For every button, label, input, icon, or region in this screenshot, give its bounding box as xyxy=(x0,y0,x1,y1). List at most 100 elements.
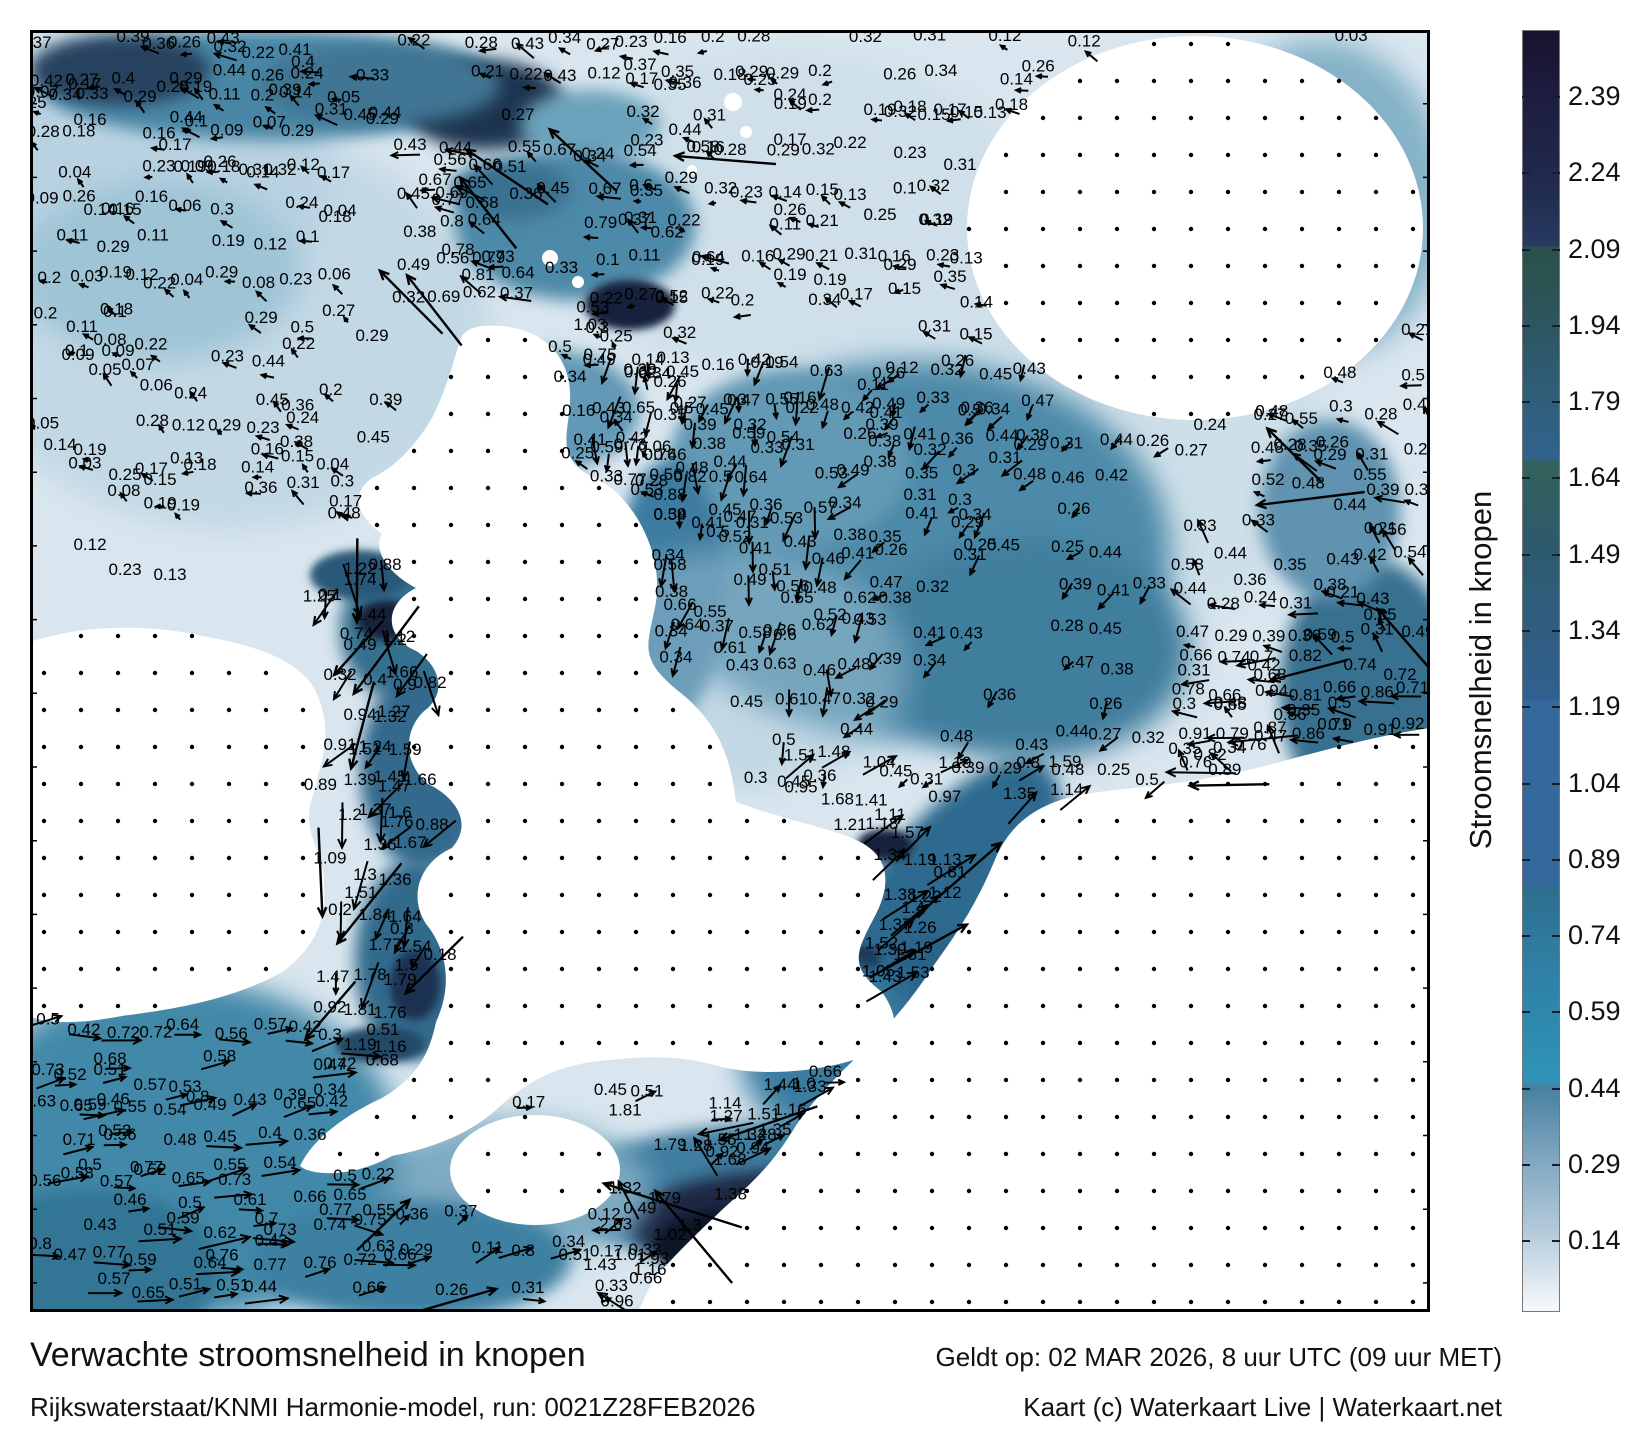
grid-dot xyxy=(1410,744,1416,750)
grid-dot xyxy=(1262,115,1268,121)
grid-dot xyxy=(485,818,491,824)
grid-dot xyxy=(1225,1114,1231,1120)
current-value-label: 0.42 xyxy=(1353,545,1386,564)
grid-dot xyxy=(1151,152,1157,158)
current-value-label: 0.38 xyxy=(833,525,866,544)
current-arrow xyxy=(1018,479,1034,492)
grid-dot xyxy=(448,892,454,898)
grid-dot xyxy=(1410,189,1416,195)
current-arrow xyxy=(342,563,363,619)
current-arrow xyxy=(1392,730,1420,739)
current-value-label: 0.75 xyxy=(583,345,616,364)
current-value-label: 0.25 xyxy=(863,205,896,224)
current-value-label: 0.36 xyxy=(763,621,796,640)
current-value-label: 0.07 xyxy=(30,82,59,101)
current-value-label: 0.44 xyxy=(713,452,746,471)
grid-dot xyxy=(226,818,232,824)
current-value-label: 0.52 xyxy=(813,605,846,624)
current-value-label: 0.29 xyxy=(772,245,805,264)
current-arrow xyxy=(820,410,829,430)
grid-dot xyxy=(337,1151,343,1157)
grid-dot xyxy=(522,781,528,787)
current-arrow xyxy=(1205,733,1245,743)
current-arrow xyxy=(802,535,811,571)
grid-dot xyxy=(1373,1003,1379,1009)
current-arrow xyxy=(298,237,313,245)
current-value-label: 0.53 xyxy=(1171,555,1204,574)
grid-dot xyxy=(633,855,639,861)
current-arrow xyxy=(957,109,970,120)
grid-dot xyxy=(1262,374,1268,380)
current-arrow xyxy=(473,163,494,186)
grid-dot xyxy=(41,855,47,861)
current-value-label: 0.26 xyxy=(941,351,974,370)
current-value-label: 0.36 xyxy=(1288,626,1321,645)
colorbar-tick-mark xyxy=(1522,1011,1530,1014)
current-value-label: 0.45 xyxy=(979,365,1012,384)
current-value-label: 0.33 xyxy=(356,65,389,84)
current-value-label: 0.68 xyxy=(465,193,498,212)
grid-dot xyxy=(559,1040,565,1046)
grid-dot xyxy=(781,1188,787,1194)
grid-dot xyxy=(892,1225,898,1231)
current-arrow xyxy=(703,117,713,129)
current-value-label: 0.29 xyxy=(767,140,800,159)
current-value-label: 1.51 xyxy=(747,1104,780,1123)
current-value-label: 0.04 xyxy=(58,162,91,181)
current-arrow xyxy=(139,45,160,55)
current-arrow xyxy=(753,361,765,387)
current-arrow xyxy=(591,1226,621,1235)
current-arrow xyxy=(641,450,649,460)
current-arrow xyxy=(749,1138,764,1151)
current-value-label: 1.14 xyxy=(708,1093,741,1112)
current-value-label: 1.68 xyxy=(821,790,854,809)
grid-dot xyxy=(744,1188,750,1194)
current-arrow xyxy=(307,80,320,88)
current-arrow xyxy=(261,124,274,131)
current-value-label: 0.55 xyxy=(508,137,541,156)
current-arrow xyxy=(642,374,649,391)
current-value-label: 0.31 xyxy=(511,1278,544,1297)
current-value-label: 0.18 xyxy=(423,945,456,964)
current-arrow xyxy=(574,459,588,470)
colorbar-tick: 1.19 xyxy=(1568,691,1621,722)
current-arrow xyxy=(110,1128,135,1137)
grid-dot xyxy=(818,1040,824,1046)
current-arrow xyxy=(430,195,461,206)
current-value-label: 0.58 xyxy=(653,555,686,574)
current-value-label: 0.56 xyxy=(436,249,469,268)
colorbar-tick-mark xyxy=(1552,858,1560,861)
grid-dot xyxy=(1114,1040,1120,1046)
grid-dot xyxy=(707,818,713,824)
current-value-label: 0.32 xyxy=(917,176,950,195)
current-value-label: 0.04 xyxy=(170,270,203,289)
grid-dot xyxy=(1225,1040,1231,1046)
current-value-label: 0.61 xyxy=(233,1190,266,1209)
current-arrow xyxy=(890,403,897,418)
current-value-label: 1.04 xyxy=(863,752,896,771)
current-value-label: 0.22 xyxy=(590,289,623,308)
current-value-label: 0.22 xyxy=(282,334,315,353)
current-value-label: 0.22 xyxy=(701,283,734,302)
current-arrow xyxy=(600,1297,613,1304)
current-arrow xyxy=(308,1108,339,1117)
grid-dot xyxy=(1003,189,1009,195)
current-value-label: 0.12 xyxy=(988,30,1021,45)
grid-dot xyxy=(1003,263,1009,269)
current-value-label: 0.75 xyxy=(353,1210,386,1229)
grid-dot xyxy=(929,1003,935,1009)
current-value-label: 0.29 xyxy=(1313,445,1346,464)
current-value-label: 0.03 xyxy=(1335,30,1368,45)
grid-dot xyxy=(929,1151,935,1157)
grid-dot xyxy=(1188,374,1194,380)
current-value-label: 0.19 xyxy=(167,496,200,515)
grid-dot xyxy=(448,744,454,750)
current-value-label: 0.06 xyxy=(318,265,351,284)
colorbar-tick-mark xyxy=(1522,782,1530,785)
current-arrow xyxy=(987,690,998,709)
current-arrow xyxy=(186,172,194,184)
current-value-label: 0.15 xyxy=(281,446,314,465)
current-value-label: 0.26 xyxy=(1316,433,1349,452)
current-value-label: 0.73 xyxy=(613,435,646,454)
current-value-label: 0.29 xyxy=(865,693,898,712)
